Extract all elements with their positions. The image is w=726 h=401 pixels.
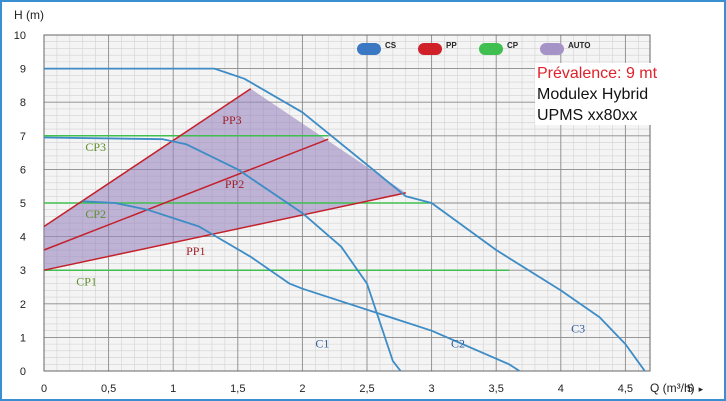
series-lines bbox=[43, 67, 646, 372]
info-box: Prévalence: 9 mt Modulex Hybrid UPMS xx8… bbox=[535, 63, 690, 125]
x-tick-labels: 0 0,5 1 1,5 2 2,5 3 3,5 4 4,5 5 bbox=[41, 383, 693, 395]
y-axis-title: H (m) bbox=[14, 8, 44, 22]
x-tick-label: 0 bbox=[41, 383, 47, 395]
x-tick-label: 0,5 bbox=[101, 383, 116, 395]
y-tick-label: 5 bbox=[20, 198, 26, 210]
series-line-pp2 bbox=[43, 138, 329, 251]
curve-label-pp3: PP3 bbox=[222, 113, 241, 127]
x-tick-label: 1 bbox=[170, 383, 176, 395]
series-line-c2 bbox=[82, 200, 520, 372]
curve-label-c1: C1 bbox=[315, 336, 329, 350]
legend: CS PP CP AUTO bbox=[357, 41, 591, 55]
legend-swatch-pp bbox=[418, 43, 442, 55]
y-tick-label: 9 bbox=[20, 64, 26, 76]
legend-swatch-cp bbox=[479, 43, 503, 55]
y-tick-label: 8 bbox=[20, 97, 26, 109]
curve-label-c2: C2 bbox=[451, 336, 465, 350]
info-head-line: Prévalence: 9 mt bbox=[537, 65, 658, 82]
curve-label-cp2: CP2 bbox=[85, 207, 106, 221]
x-tick-label: 2,5 bbox=[359, 383, 374, 395]
series-line-c1 bbox=[43, 136, 402, 372]
legend-label-cp: CP bbox=[507, 41, 519, 50]
curve-label-pp1: PP1 bbox=[186, 244, 205, 258]
series-line-pp3 bbox=[43, 88, 252, 228]
legend-swatch-cs bbox=[357, 43, 381, 55]
y-tick-label: 6 bbox=[20, 164, 26, 176]
y-tick-label: 0 bbox=[20, 366, 26, 378]
curve-labels: PP3 PP2 PP1 CP3 CP2 CP1 C1 C2 C3 bbox=[76, 113, 585, 350]
legend-swatch-auto bbox=[540, 43, 564, 55]
curve-label-cp1: CP1 bbox=[76, 274, 97, 288]
x-tick-label: 4,5 bbox=[618, 383, 633, 395]
series-line-pp1 bbox=[43, 192, 406, 271]
x-tick-label: 4 bbox=[558, 383, 564, 395]
legend-label-pp: PP bbox=[446, 41, 457, 50]
info-model-line: Modulex Hybrid bbox=[537, 86, 649, 103]
y-tick-labels: 0 1 2 3 4 5 6 7 8 9 10 bbox=[14, 30, 26, 378]
y-tick-label: 1 bbox=[20, 332, 26, 344]
y-tick-label: 7 bbox=[20, 131, 26, 143]
y-tick-label: 10 bbox=[14, 30, 26, 42]
x-tick-label: 1,5 bbox=[230, 383, 245, 395]
y-tick-label: 2 bbox=[20, 299, 26, 311]
y-tick-label: 4 bbox=[20, 232, 26, 244]
curve-label-c3: C3 bbox=[571, 321, 585, 335]
x-tick-label: 3,5 bbox=[489, 383, 504, 395]
x-axis-title: Q (m³/h) ▸ bbox=[650, 381, 704, 395]
x-tick-label: 5 bbox=[687, 383, 693, 395]
x-tick-label: 2 bbox=[299, 383, 305, 395]
curve-label-cp3: CP3 bbox=[85, 140, 106, 154]
curve-label-pp2: PP2 bbox=[225, 177, 244, 191]
y-tick-label: 3 bbox=[20, 265, 26, 277]
x-axis-title-text: Q (m³/h) bbox=[650, 381, 695, 395]
x-tick-label: 3 bbox=[429, 383, 435, 395]
x-axis-arrow-icon: ▸ bbox=[699, 384, 704, 394]
legend-label-cs: CS bbox=[385, 41, 397, 50]
series-line-c3 bbox=[44, 67, 646, 372]
legend-label-auto: AUTO bbox=[568, 41, 591, 50]
info-code-line: UPMS xx80xx bbox=[537, 107, 638, 124]
